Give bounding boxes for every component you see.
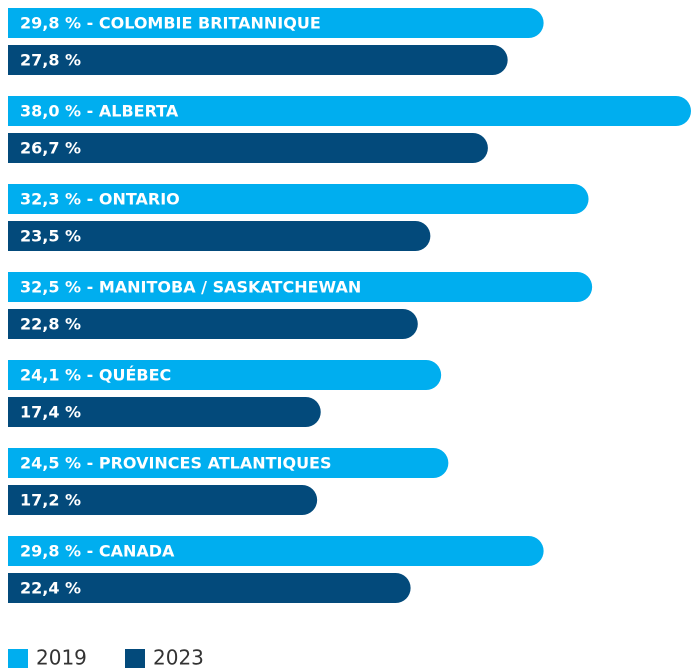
value-label: 22,4 % (20, 579, 81, 598)
legend-swatch (8, 649, 28, 668)
value-label: 17,4 % (20, 403, 81, 422)
bar (8, 8, 544, 38)
bar (8, 184, 589, 214)
value-label: 22,8 % (20, 315, 81, 334)
legend-label: 2019 (36, 646, 87, 668)
value-label: 32,3 % - ONTARIO (20, 190, 180, 209)
legend-swatch (125, 649, 145, 668)
value-label: 29,8 % - COLOMBIE BRITANNIQUE (20, 14, 321, 33)
value-label: 38,0 % - ALBERTA (20, 102, 179, 121)
bar (8, 573, 411, 603)
bar (8, 133, 488, 163)
bar (8, 272, 593, 302)
bar (8, 485, 318, 515)
bar (8, 45, 508, 75)
value-label: 27,8 % (20, 51, 81, 70)
value-label: 17,2 % (20, 491, 81, 510)
bar (8, 221, 431, 251)
value-label: 29,8 % - CANADA (20, 542, 175, 561)
value-label: 26,7 % (20, 139, 81, 158)
value-label: 23,5 % (20, 227, 81, 246)
value-label: 32,5 % - MANITOBA / SASKATCHEWAN (20, 278, 361, 297)
bar (8, 448, 449, 478)
legend-label: 2023 (153, 646, 204, 668)
value-label: 24,5 % - PROVINCES ATLANTIQUES (20, 454, 332, 473)
bar (8, 536, 544, 566)
bar (8, 309, 418, 339)
value-label: 24,1 % - QUÉBEC (20, 366, 171, 385)
bar (8, 360, 442, 390)
bar (8, 96, 691, 126)
bar (8, 397, 321, 427)
